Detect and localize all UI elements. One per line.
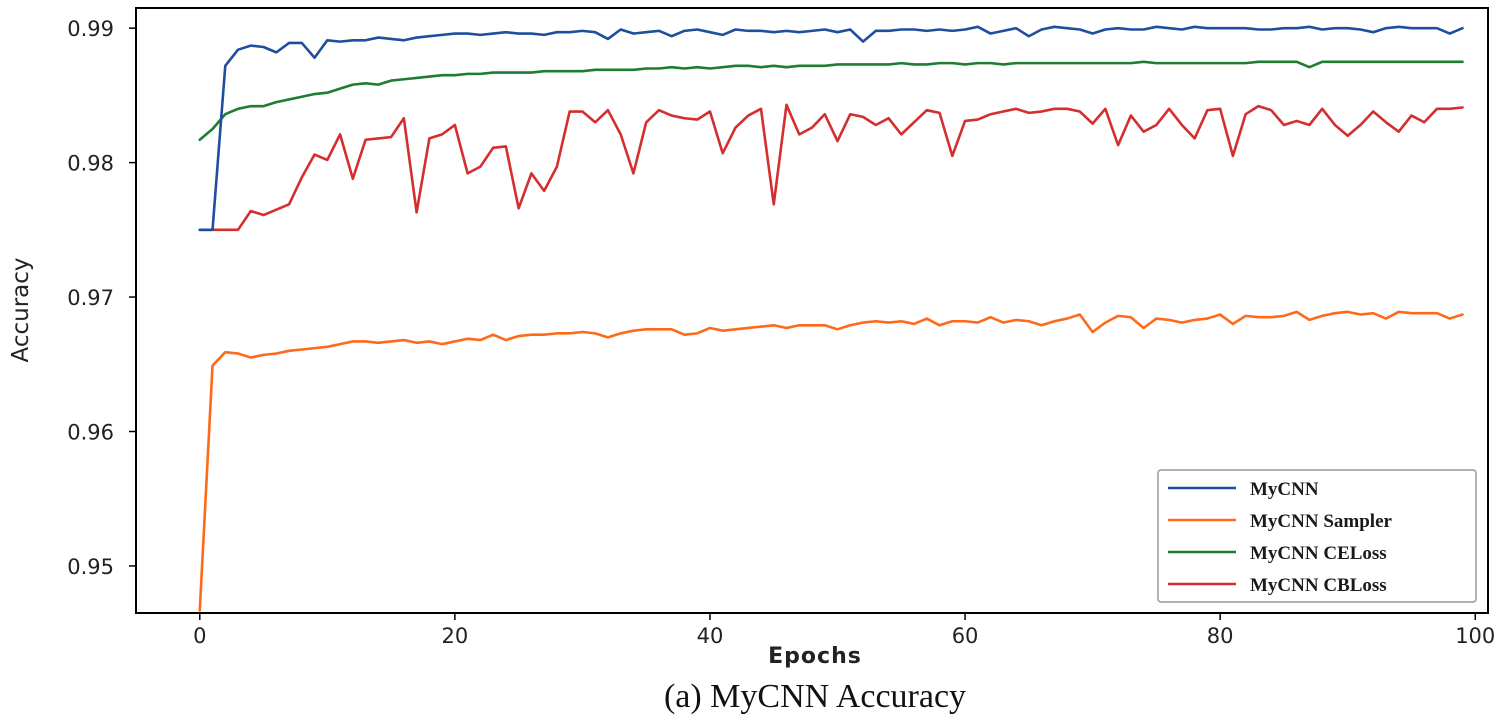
- legend-label-mycnn-sampler: MyCNN Sampler: [1250, 511, 1393, 532]
- y-tick-label: 0.99: [67, 17, 114, 41]
- x-axis-ticks: 0 20 40 60 80 100: [193, 613, 1495, 648]
- x-tick-label: 100: [1455, 624, 1495, 648]
- legend-label-mycnn-celoss: MyCNN CELoss: [1250, 543, 1387, 564]
- x-axis-label: Epochs: [768, 644, 862, 669]
- series-line-mycnn-celoss: [198, 60, 1464, 142]
- y-tick-label: 0.95: [67, 555, 114, 579]
- figure-caption: (a) MyCNN Accuracy: [664, 678, 966, 715]
- legend: MyCNN MyCNN Sampler MyCNN CELoss MyCNN CBLo…: [1157, 469, 1477, 603]
- x-tick-label: 20: [442, 624, 469, 648]
- legend-items: MyCNN MyCNN Sampler MyCNN CELoss MyCNN CBLo…: [1168, 479, 1393, 596]
- x-tick-label: 60: [952, 624, 979, 648]
- series-layer: [198, 25, 1464, 612]
- series-line-mycnn-sampler: [198, 310, 1464, 612]
- legend-label-mycnn: MyCNN: [1250, 479, 1319, 500]
- y-tick-label: 0.97: [67, 286, 114, 310]
- y-tick-label: 0.96: [67, 421, 114, 445]
- y-axis-ticks: 0.95 0.96 0.97 0.98 0.99: [67, 17, 136, 579]
- x-tick-label: 0: [193, 624, 206, 648]
- y-tick-label: 0.98: [67, 152, 114, 176]
- series-line-mycnn-cbloss: [198, 103, 1464, 232]
- y-axis-label: Accuracy: [8, 257, 34, 362]
- series-line-mycnn: [198, 25, 1464, 232]
- legend-box: [1157, 469, 1477, 603]
- x-tick-label: 80: [1207, 624, 1234, 648]
- legend-label-mycnn-cbloss: MyCNN CBLoss: [1250, 575, 1387, 596]
- x-tick-label: 40: [697, 624, 724, 648]
